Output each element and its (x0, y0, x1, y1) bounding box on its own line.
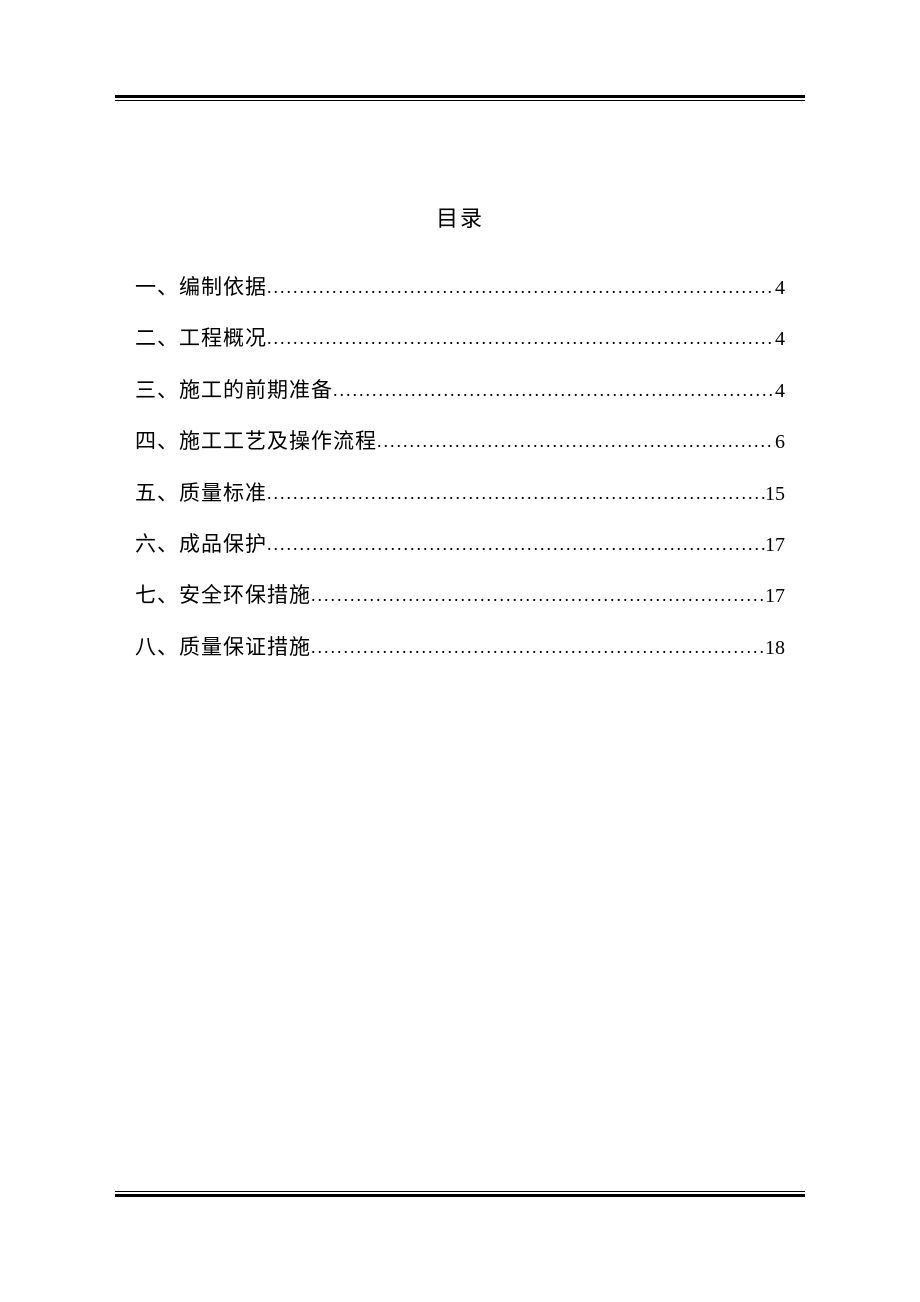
toc-entry-page: 15 (765, 480, 785, 508)
toc-entry: 六、成品保护 17 (135, 530, 785, 559)
toc-entry: 七、安全环保措施 17 (135, 581, 785, 610)
toc-leader-dots (311, 635, 765, 660)
toc-entry-label: 四、施工工艺及操作流程 (135, 427, 377, 456)
toc-leader-dots (267, 275, 775, 300)
toc-entry-label: 七、安全环保措施 (135, 581, 311, 610)
toc-leader-dots (377, 429, 775, 454)
toc-entry-label: 一、编制依据 (135, 273, 267, 302)
toc-entry-label: 五、质量标准 (135, 479, 267, 508)
toc-entry: 三、施工的前期准备 4 (135, 376, 785, 405)
toc-entry-label: 六、成品保护 (135, 530, 267, 559)
toc-entry-page: 6 (775, 428, 785, 456)
toc-entry: 五、质量标准 15 (135, 479, 785, 508)
toc-list: 一、编制依据 4 二、工程概况 4 三、施工的前期准备 4 四、施工工艺及操作流… (115, 273, 805, 662)
toc-entry-label: 三、施工的前期准备 (135, 376, 333, 405)
toc-entry: 八、质量保证措施 18 (135, 633, 785, 662)
toc-entry-label: 八、质量保证措施 (135, 633, 311, 662)
toc-entry: 二、工程概况 4 (135, 324, 785, 353)
toc-entry: 一、编制依据 4 (135, 273, 785, 302)
toc-entry: 四、施工工艺及操作流程 6 (135, 427, 785, 456)
toc-leader-dots (311, 583, 765, 608)
top-horizontal-rule (115, 95, 805, 101)
toc-leader-dots (267, 532, 765, 557)
toc-title: 目录 (115, 201, 805, 233)
toc-entry-label: 二、工程概况 (135, 324, 267, 353)
toc-entry-page: 18 (765, 634, 785, 662)
toc-entry-page: 17 (765, 531, 785, 559)
toc-entry-page: 17 (765, 582, 785, 610)
page-container: 目录 一、编制依据 4 二、工程概况 4 三、施工的前期准备 4 四、施工工艺及… (0, 0, 920, 1302)
toc-entry-page: 4 (775, 274, 785, 302)
toc-entry-page: 4 (775, 377, 785, 405)
bottom-horizontal-rule (115, 1191, 805, 1197)
toc-leader-dots (333, 378, 775, 403)
toc-leader-dots (267, 481, 765, 506)
toc-entry-page: 4 (775, 325, 785, 353)
toc-leader-dots (267, 326, 775, 351)
